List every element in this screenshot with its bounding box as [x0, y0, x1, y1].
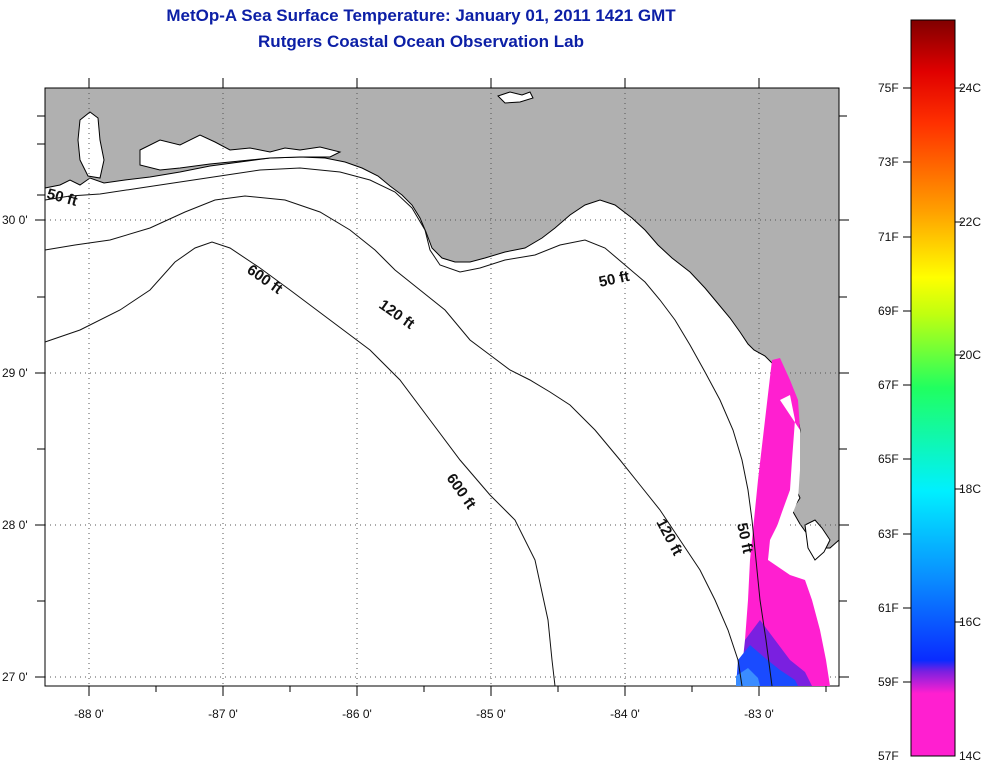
lon-label: -88 0' [74, 707, 104, 721]
sst-warm-strip [745, 358, 830, 686]
colorbar-ticks [903, 87, 963, 683]
sst-gap [768, 395, 800, 560]
colorbar-f-label: 63F [878, 527, 899, 541]
colorbar-f-label: 59F [878, 675, 899, 689]
colorbar-c-label: 18C [959, 482, 981, 496]
colorbar-c-label: 14C [959, 749, 981, 763]
sst-data [736, 358, 830, 686]
contour-120ft [44, 195, 743, 687]
contour-600ft [44, 241, 556, 687]
lon-label: -83 0' [744, 707, 774, 721]
colorbar-gradient [910, 19, 956, 757]
colorbar-c-label: 16C [959, 615, 981, 629]
bay-water [77, 111, 105, 179]
colorbar-f-label: 61F [878, 601, 899, 615]
lat-labels: 30 0' 29 0' 28 0' 27 0' [2, 213, 28, 684]
axis-ticks [35, 78, 849, 696]
colorbar-f-labels: 75F 73F 71F 69F 67F 65F 63F 61F 59F 57F [878, 81, 899, 763]
contour-label-50ft-south: 50 ft [733, 521, 756, 555]
lat-label: 30 0' [2, 213, 28, 227]
colorbar-f-label: 65F [878, 452, 899, 466]
contour-label-50ft-east: 50 ft [597, 268, 631, 291]
colorbar-c-label: 22C [959, 215, 981, 229]
lat-label: 29 0' [2, 366, 28, 380]
colorbar-f-label: 67F [878, 378, 899, 392]
colorbar-f-label: 69F [878, 304, 899, 318]
colorbar-f-label: 57F [878, 749, 899, 763]
lon-label: -85 0' [476, 707, 506, 721]
lat-label: 27 0' [2, 670, 28, 684]
colorbar-c-labels: 24C 22C 20C 18C 16C 14C [959, 81, 981, 763]
sst-light-blue [736, 668, 760, 686]
tampa-bay [804, 519, 831, 561]
colorbar-c-label: 24C [959, 81, 981, 95]
colorbar-f-label: 75F [878, 81, 899, 95]
colorbar-f-label: 73F [878, 155, 899, 169]
lon-label: -87 0' [208, 707, 238, 721]
inland-lake [497, 91, 534, 104]
contour-50ft [44, 167, 773, 687]
colorbar-f-label: 71F [878, 230, 899, 244]
lon-label: -84 0' [610, 707, 640, 721]
lat-label: 28 0' [2, 518, 28, 532]
lon-label: -86 0' [342, 707, 372, 721]
chart-title: MetOp-A Sea Surface Temperature: January… [166, 6, 676, 25]
bathymetry-contours [44, 167, 773, 687]
chart-subtitle: Rutgers Coastal Ocean Observation Lab [258, 32, 584, 51]
lon-labels: -88 0' -87 0' -86 0' -85 0' -84 0' -83 0… [74, 707, 774, 721]
colorbar-c-label: 20C [959, 348, 981, 362]
bay-water-2 [139, 134, 342, 171]
